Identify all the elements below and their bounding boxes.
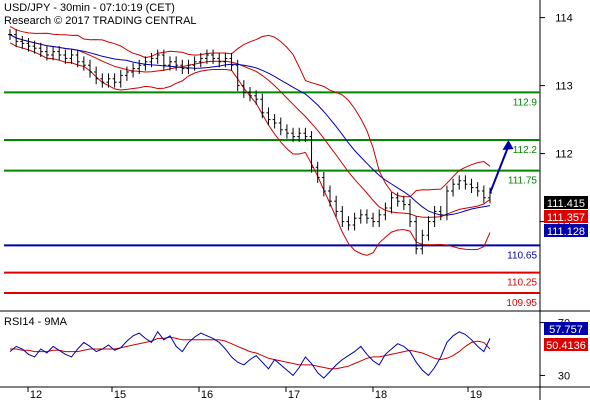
rsi-value-tag-label: 50.4136 [546,340,586,352]
price-tag [544,210,588,223]
bollinger-upper-line [9,25,491,198]
copyright-text: Research © 2017 TRADING CENTRAL [4,15,197,27]
price-tag-label: 111.128 [547,226,585,238]
moving-average-line [9,34,491,216]
time-axis-tick-label: 12 [30,389,42,400]
price-axis-tick-label: 113 [555,81,573,93]
rsi-value-tag [544,322,588,335]
level-label: 112.9 [513,97,538,108]
time-axis-tick-label: 16 [201,389,213,400]
level-label: 110.65 [507,250,537,261]
rsi-title: RSI14 - 9MA [4,316,68,328]
rsi-axis-tick-label: 30 [558,370,570,382]
chart-title: USD/JPY - 30min - 07:10:19 (CET) [4,2,175,14]
rsi-line [9,330,491,379]
rsi-value-tag [544,338,588,351]
price-axis-tick-label: 114 [555,13,573,25]
level-label: 111.75 [508,176,538,187]
time-axis-tick-label: 15 [114,389,126,400]
level-label: 109.95 [506,298,537,309]
price-tag [544,196,588,209]
price-tag-label: 111.415 [547,198,585,210]
rsi-value-tag-label: 57.757 [549,324,583,336]
level-label: 110.25 [507,278,537,289]
time-axis-tick-label: 19 [470,389,482,400]
forecast-arrow-line [489,145,510,194]
rsi-ma-line [10,336,491,370]
time-axis-tick-label: 18 [375,389,387,400]
price-tag-label: 111.357 [547,212,585,224]
forecast-arrow-head [502,140,514,150]
price-axis-tick-label: 112 [555,149,573,161]
bollinger-lower-line [9,42,491,256]
time-axis-tick-label: 17 [288,389,300,400]
price-tag [544,224,588,237]
level-label: 112.2 [513,145,538,156]
